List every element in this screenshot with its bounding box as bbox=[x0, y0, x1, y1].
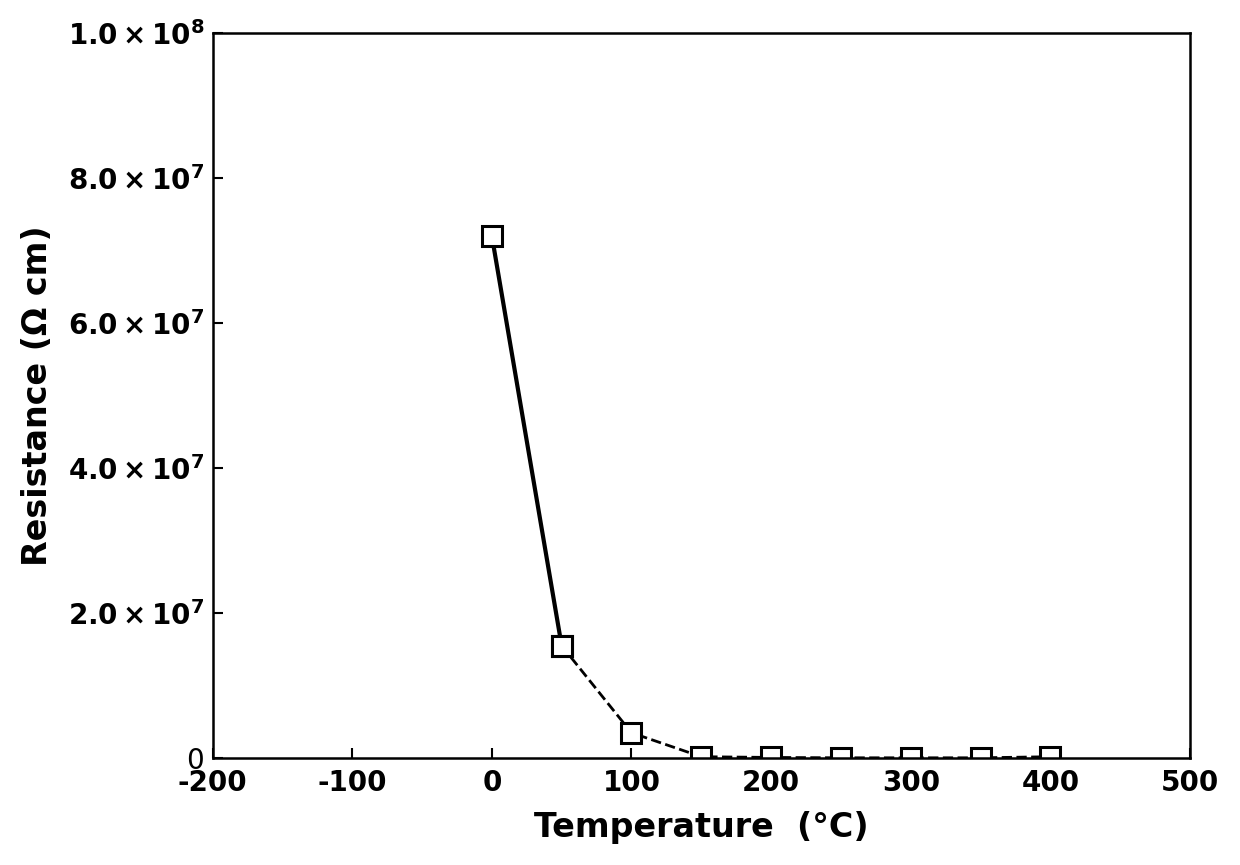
Y-axis label: Resistance (Ω cm): Resistance (Ω cm) bbox=[21, 225, 53, 566]
X-axis label: Temperature  (°C): Temperature (°C) bbox=[534, 811, 868, 844]
